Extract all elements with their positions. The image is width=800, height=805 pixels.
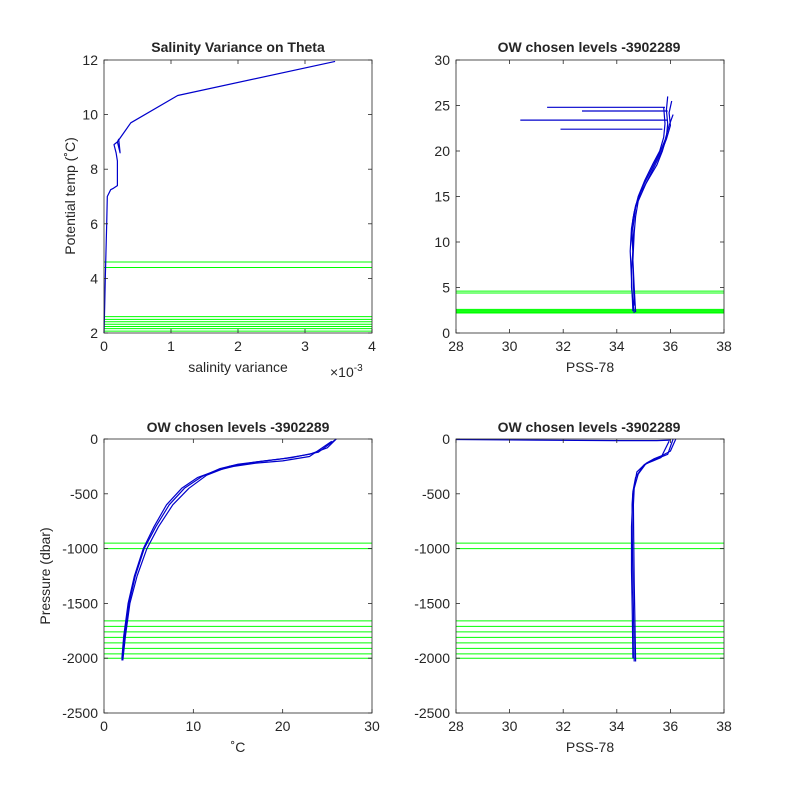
axes-box bbox=[103, 438, 373, 714]
panel-salinity-variance: Salinity Variance on Theta 0 1 2 3 424681012… bbox=[62, 39, 376, 380]
x-tick-label: 36 bbox=[663, 718, 679, 734]
x-tick-label: 20 bbox=[275, 718, 291, 734]
x-tick-label: 38 bbox=[716, 338, 732, 354]
profile-line bbox=[122, 438, 337, 661]
plot-area bbox=[103, 60, 372, 334]
x-tick-label: 28 bbox=[448, 338, 464, 354]
x-tick-label: 10 bbox=[186, 718, 202, 734]
x-tick-label: 3 bbox=[301, 338, 309, 354]
x-axis-exponent: ×10-3 bbox=[330, 363, 363, 380]
y-tick-label: 10 bbox=[82, 107, 98, 123]
profile-line bbox=[631, 438, 674, 662]
y-tick-label: 25 bbox=[434, 98, 450, 114]
x-tick-label: 38 bbox=[716, 718, 732, 734]
y-tick-label: 8 bbox=[90, 161, 98, 177]
panel-title: OW chosen levels -3902289 bbox=[147, 419, 330, 435]
panel-salinity-theta: OW chosen levels -3902289 28 30 32 34 36 38 0 5… bbox=[434, 39, 732, 375]
x-tick-label: 32 bbox=[555, 338, 571, 354]
y-tick-label: -2000 bbox=[414, 650, 450, 666]
y-tick-label: -500 bbox=[70, 486, 98, 502]
panel-salinity-pressure: OW chosen levels -3902289 28 30 32 34 36 38 -2… bbox=[414, 419, 732, 755]
plot-area bbox=[456, 96, 724, 314]
x-tick-label: 30 bbox=[502, 718, 518, 734]
profile-line bbox=[632, 114, 674, 306]
profile-line bbox=[632, 438, 677, 662]
profile-line bbox=[103, 60, 336, 334]
x-tick-label: 34 bbox=[609, 718, 625, 734]
profile-line bbox=[121, 440, 333, 659]
x-tick-label: 30 bbox=[364, 718, 380, 734]
y-tick-label: 0 bbox=[442, 325, 450, 341]
tick-group: 28 30 32 34 36 38 -2500 -2000 -1500 -1000 -500 0 bbox=[414, 431, 732, 734]
profile-line bbox=[121, 438, 337, 661]
y-tick-label: 30 bbox=[434, 52, 450, 68]
y-tick-label: -1000 bbox=[62, 541, 98, 557]
profile-line bbox=[632, 100, 673, 313]
y-tick-label: -2000 bbox=[62, 650, 98, 666]
x-tick-label: 34 bbox=[609, 338, 625, 354]
x-tick-label: 1 bbox=[167, 338, 175, 354]
panel-title: OW chosen levels -3902289 bbox=[498, 39, 681, 55]
x-axis-label: ˚C bbox=[231, 739, 246, 755]
plot-area bbox=[104, 438, 372, 661]
x-tick-label: 0 bbox=[100, 338, 108, 354]
x-tick-label: 36 bbox=[663, 338, 679, 354]
axes-box bbox=[455, 59, 725, 334]
y-tick-label: 5 bbox=[442, 280, 450, 296]
y-tick-label: -1000 bbox=[414, 541, 450, 557]
y-tick-label: 0 bbox=[442, 431, 450, 447]
plot-area bbox=[455, 438, 724, 662]
y-tick-label: 4 bbox=[90, 270, 98, 286]
x-tick-label: 30 bbox=[502, 338, 518, 354]
y-axis-label: Potential temp (˚C) bbox=[62, 137, 78, 254]
x-tick-label: 28 bbox=[448, 718, 464, 734]
y-tick-label: 6 bbox=[90, 216, 98, 232]
y-tick-label: 20 bbox=[434, 143, 450, 159]
x-axis-label: PSS-78 bbox=[566, 359, 614, 375]
y-tick-label: -2500 bbox=[62, 705, 98, 721]
y-tick-label: 10 bbox=[434, 234, 450, 250]
x-tick-label: 32 bbox=[555, 718, 571, 734]
y-tick-label: -1500 bbox=[414, 595, 450, 611]
axes-box bbox=[103, 59, 373, 334]
y-tick-label: -1500 bbox=[62, 595, 98, 611]
exponent-base: ×10 bbox=[330, 364, 354, 380]
x-tick-label: 4 bbox=[368, 338, 376, 354]
y-tick-label: 15 bbox=[434, 189, 450, 205]
x-tick-label: 2 bbox=[234, 338, 242, 354]
x-axis-label: PSS-78 bbox=[566, 739, 614, 755]
y-tick-label: -2500 bbox=[414, 705, 450, 721]
panel-temperature-pressure: OW chosen levels -3902289 0 10 20 30 -2500 -2… bbox=[37, 419, 380, 755]
y-tick-label: 0 bbox=[90, 431, 98, 447]
axes-box bbox=[455, 438, 725, 714]
tick-group: 0 10 20 30 -2500 -2000 -1500 -1000 -500 0 bbox=[62, 431, 380, 734]
y-tick-label: 2 bbox=[90, 325, 98, 341]
exponent-power: -3 bbox=[354, 363, 363, 374]
tick-group: 28 30 32 34 36 38 0 5 10 15 20 25 30 bbox=[434, 52, 732, 354]
x-tick-label: 0 bbox=[100, 718, 108, 734]
x-axis-label: salinity variance bbox=[188, 359, 288, 375]
panel-title: Salinity Variance on Theta bbox=[151, 39, 325, 55]
y-tick-label: 12 bbox=[82, 52, 98, 68]
profile-line bbox=[630, 440, 670, 659]
panel-title: OW chosen levels -3902289 bbox=[498, 419, 681, 435]
y-tick-label: -500 bbox=[422, 486, 450, 502]
y-axis-label: Pressure (dbar) bbox=[37, 527, 53, 624]
